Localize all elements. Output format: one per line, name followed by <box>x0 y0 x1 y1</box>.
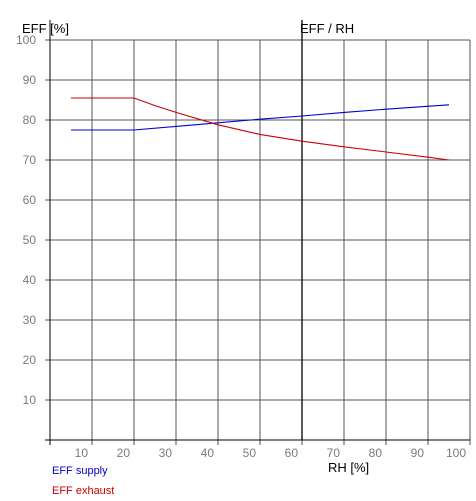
y-tick-label-30: 30 <box>23 313 37 327</box>
y-tick-label-50: 50 <box>23 233 37 247</box>
y-tick-label-40: 40 <box>23 273 37 287</box>
x-tick-label-20: 20 <box>117 446 131 460</box>
x-axis-label: RH [%] <box>328 460 369 475</box>
y-tick-label-90: 90 <box>23 73 37 87</box>
y-tick-label-10: 10 <box>23 393 37 407</box>
x-tick-label-30: 30 <box>159 446 173 460</box>
x-tick-label-100: 100 <box>446 446 466 460</box>
series-lines <box>71 97 450 161</box>
legend-entry-supply: EFF supply <box>52 465 108 477</box>
series-line-eff-exhaust <box>71 97 450 161</box>
axes <box>45 20 470 445</box>
x-tick-label-90: 90 <box>411 446 425 460</box>
x-tick-label-10: 10 <box>75 446 89 460</box>
tick-labels: 10 20 30 40 50 60 70 80 90 100 10 20 30 40 50 60 70 80 90 1… <box>16 33 466 460</box>
y-tick-label-70: 70 <box>23 153 37 167</box>
chart-title: EFF / RH <box>300 21 354 36</box>
x-tick-label-60: 60 <box>285 446 299 460</box>
y-axis-label: EFF [%] <box>22 21 69 36</box>
y-tick-label-80: 80 <box>23 113 37 127</box>
y-tick-label-100: 100 <box>16 33 36 47</box>
x-tick-label-80: 80 <box>369 446 383 460</box>
y-tick-label-60: 60 <box>23 193 37 207</box>
x-tick-label-70: 70 <box>327 446 341 460</box>
legend-entry-exhaust: EFF exhaust <box>52 485 115 497</box>
y-tick-label-20: 20 <box>23 353 37 367</box>
x-tick-label-40: 40 <box>201 446 215 460</box>
series-line-eff-supply <box>71 104 450 131</box>
x-tick-label-50: 50 <box>243 446 257 460</box>
grid-lines <box>45 39 471 445</box>
